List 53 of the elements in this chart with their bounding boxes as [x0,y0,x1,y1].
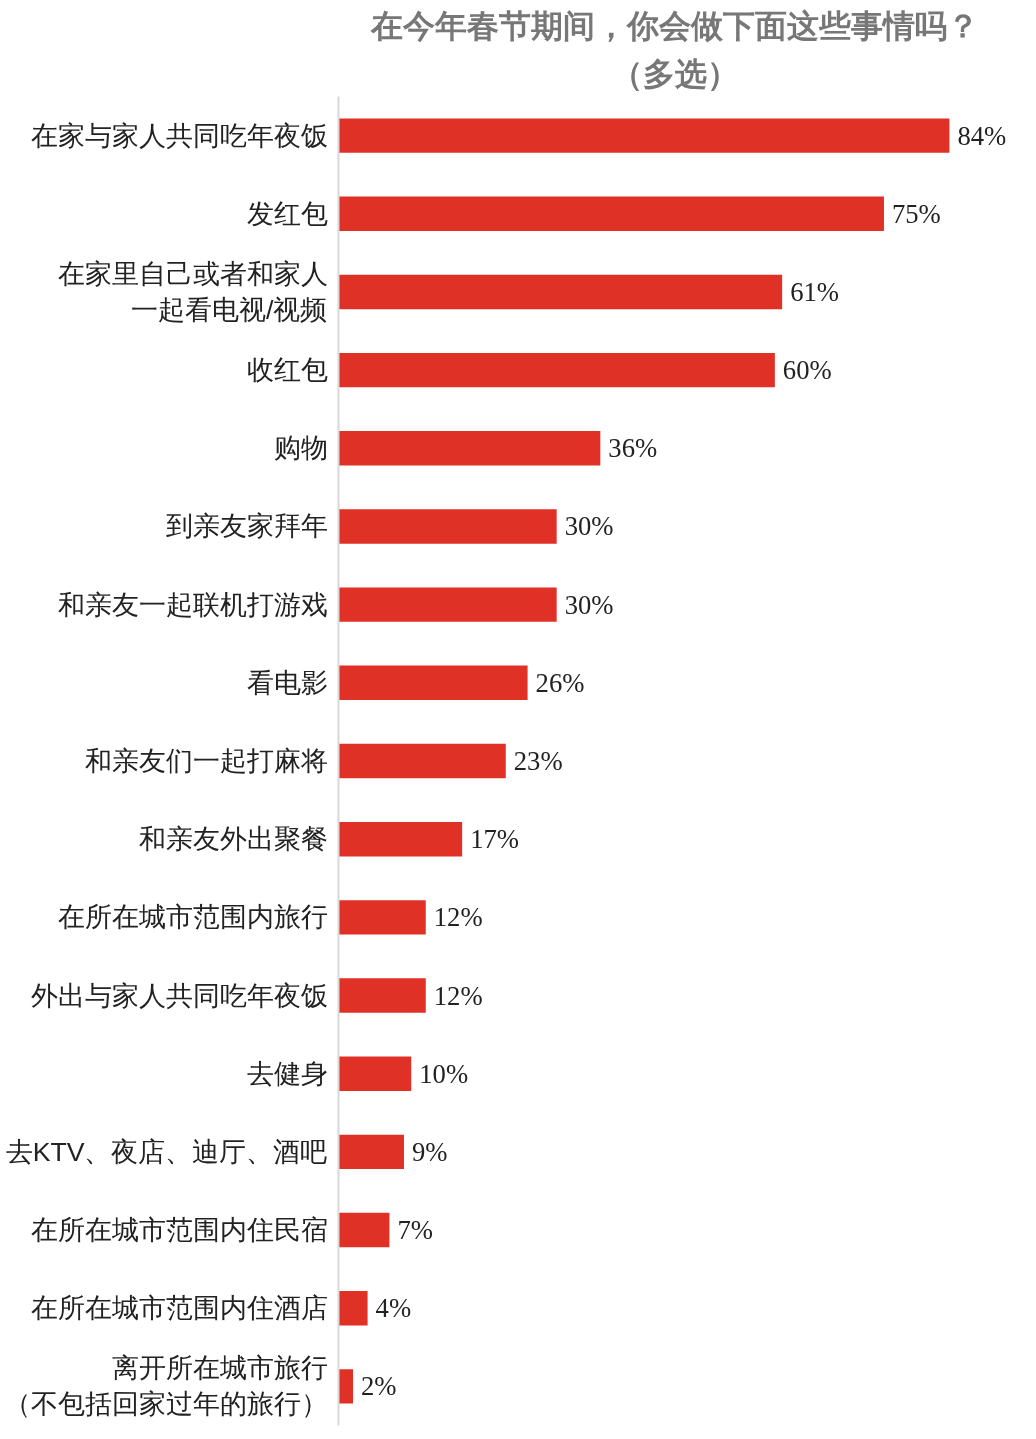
bar [338,1134,404,1170]
data-label: 9% [411,1136,448,1167]
y-tick-label: 收红包 [246,355,328,386]
y-tick-label: 去KTV、夜店、迪厅、酒吧 [5,1136,328,1167]
bar [338,821,463,857]
y-tick-label: 外出与家人共同吃年夜饭 [30,980,328,1011]
bar [338,1369,354,1404]
y-tick-label: 到亲友家拜年 [165,511,328,542]
y-tick-label: 离开所在城市旅行（不包括回家过年的旅行） [3,1353,328,1420]
y-tick-label: 在家里自己或者和家人一起看电视/视频 [57,258,328,325]
data-label: 10% [419,1058,469,1089]
bar [338,587,557,622]
data-label: 2% [361,1371,397,1402]
y-tick-label: 和亲友们一起打麻将 [84,746,328,776]
bar [338,665,528,701]
data-label: 84% [957,120,1007,151]
y-tick-label: 在所在城市范围内住酒店 [30,1293,328,1324]
y-tick-label: 和亲友一起联机打游戏 [57,589,328,620]
bar [338,743,506,779]
y-tick-label: 去健身 [246,1058,328,1089]
bar [338,1291,368,1326]
data-label: 30% [564,589,614,620]
y-tick-label: 在所在城市范围内旅行 [57,902,328,933]
chart-subtitle: （多选） [610,55,739,92]
bar [338,1056,412,1091]
bar [338,274,783,310]
y-tick-label: 发红包 [246,198,328,229]
data-label: 7% [397,1215,433,1246]
bar [338,352,775,388]
data-label: 17% [470,824,520,855]
bar [338,978,426,1013]
data-label: 12% [433,902,483,933]
data-label: 36% [608,433,658,464]
bar [338,1212,390,1248]
data-label: 4% [375,1293,412,1324]
data-label: 12% [433,980,483,1011]
bar [338,196,884,231]
data-label: 26% [535,667,585,698]
bar [338,431,601,466]
data-label: 23% [513,746,563,776]
data-label: 60% [782,355,832,386]
y-tick-label: 在家与家人共同吃年夜饭 [30,120,328,151]
bar [338,900,426,935]
data-label: 61% [790,276,840,307]
y-tick-label: 购物 [273,433,328,464]
bar [338,118,950,153]
y-tick-label: 看电影 [246,667,328,698]
bar [338,509,557,544]
y-tick-label: 和亲友外出聚餐 [138,824,328,855]
data-label: 75% [891,198,941,229]
chart-title: 在今年春节期间，你会做下面这些事情吗？ [369,7,979,44]
data-label: 30% [564,511,614,542]
y-tick-label: 在所在城市范围内住民宿 [30,1215,328,1246]
